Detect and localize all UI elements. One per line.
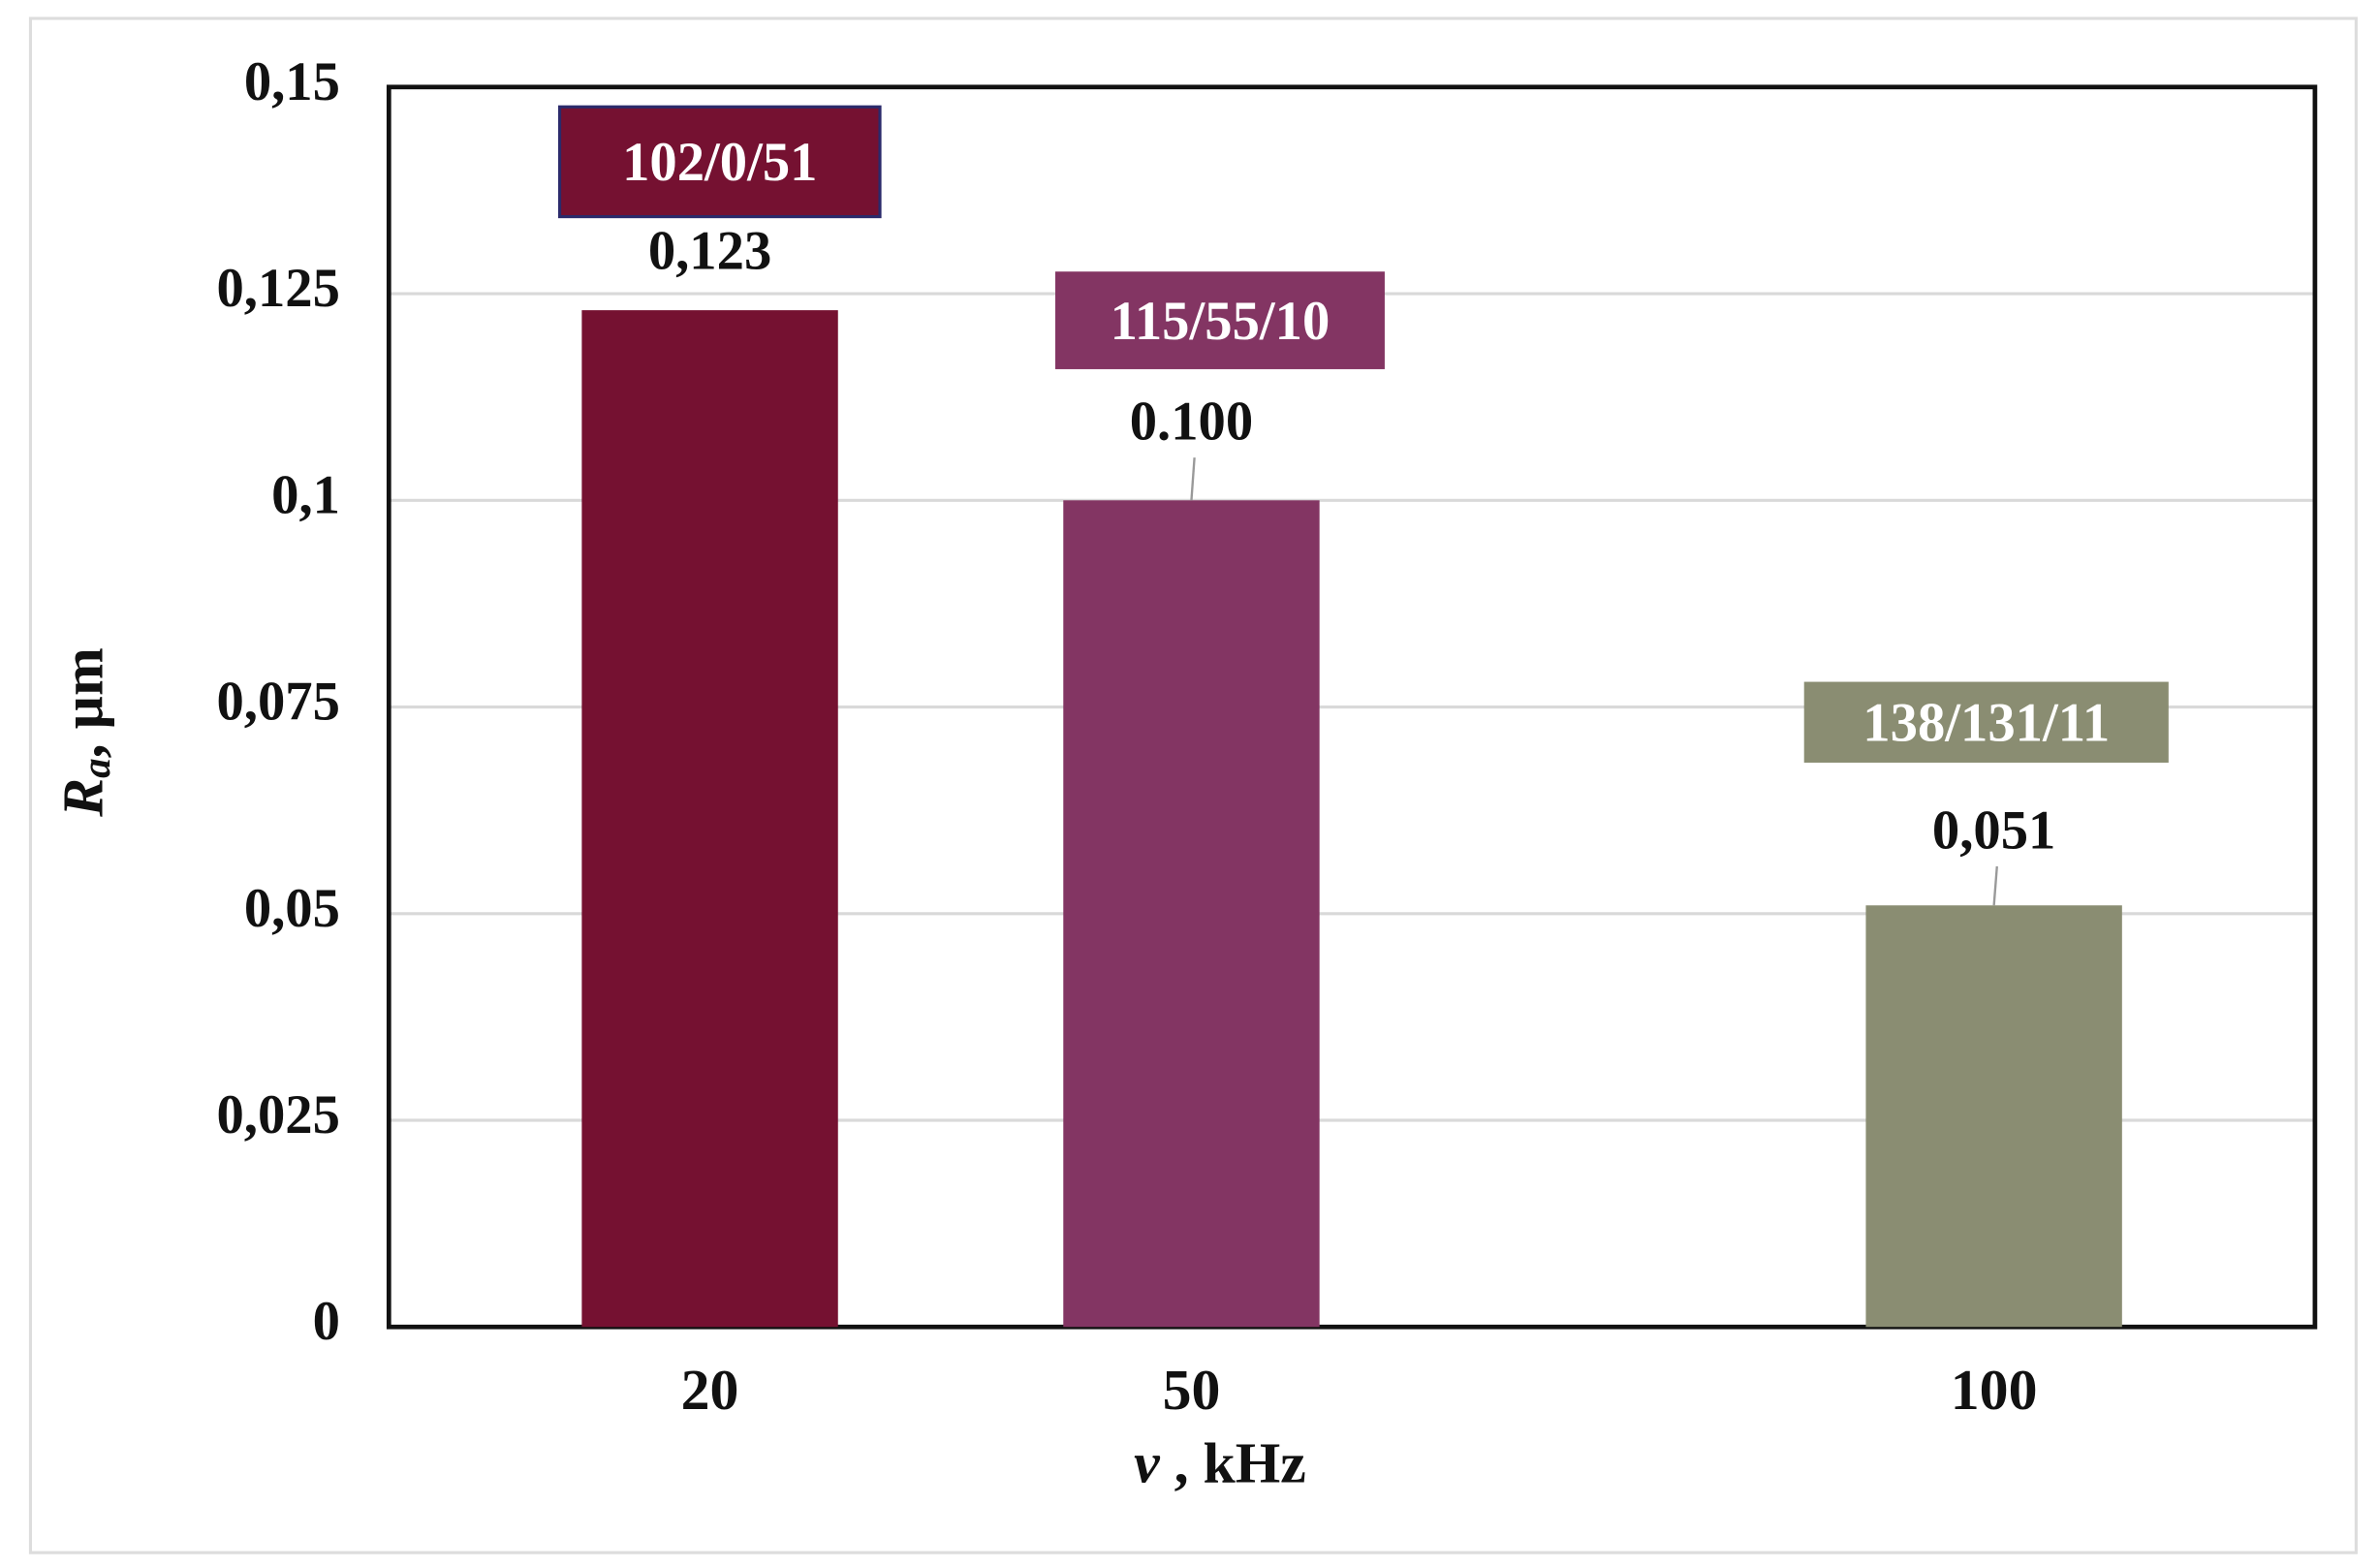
y-tick-label: 0	[313, 1292, 340, 1352]
x-tick-label: 100	[1951, 1358, 2038, 1422]
frame	[28, 16, 2358, 1554]
leader-line	[1190, 457, 1196, 501]
y-tick-label: 0,125	[216, 259, 339, 319]
y-label-unit: , µm	[50, 647, 114, 758]
x-axis-label: ν , kHz	[1134, 1430, 1306, 1494]
bar	[1865, 905, 2122, 1328]
annotation-box	[1055, 271, 1385, 369]
bar	[581, 310, 838, 1328]
y-tick-label: 0,15	[244, 52, 340, 112]
annotation-box	[1803, 681, 2169, 763]
leader-line	[1992, 865, 1998, 906]
annotation: 115/55/10	[1111, 292, 1330, 352]
x-label-unit: , kHz	[1160, 1430, 1306, 1494]
annotation: 102/0/51	[622, 133, 817, 193]
annotation-box	[557, 105, 882, 219]
y-tick-label: 0,025	[216, 1085, 339, 1145]
y-label-sub: a	[75, 758, 118, 777]
plot-border	[386, 84, 2318, 1330]
x-label-symbol: ν	[1134, 1430, 1161, 1494]
x-tick-label: 50	[1163, 1358, 1221, 1422]
x-tick-label: 20	[681, 1358, 739, 1422]
annotation: 138/131/11	[1863, 694, 2110, 754]
y-axis-label: Ra, µm	[50, 647, 118, 818]
y-tick-label: 0,05	[244, 879, 340, 939]
value-label: 0,051	[1932, 801, 2055, 862]
bar	[1063, 500, 1320, 1328]
y-tick-label: 0,1	[271, 465, 340, 525]
value-label: 0.100	[1130, 392, 1253, 453]
value-label: 0,123	[648, 221, 771, 281]
y-label-main: R	[50, 778, 114, 818]
y-tick-label: 0,075	[216, 673, 339, 733]
